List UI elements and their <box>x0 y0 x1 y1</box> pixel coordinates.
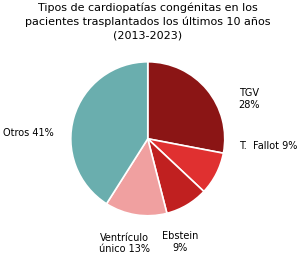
Text: T.  Fallot 9%: T. Fallot 9% <box>238 141 297 151</box>
Wedge shape <box>148 62 225 153</box>
Wedge shape <box>148 139 204 213</box>
Text: Ventrículo
único 13%: Ventrículo único 13% <box>99 233 150 254</box>
Text: Otros 41%: Otros 41% <box>3 128 54 137</box>
Wedge shape <box>71 62 148 204</box>
Text: Ebstein
9%: Ebstein 9% <box>162 231 198 253</box>
Text: TGV
28%: TGV 28% <box>238 88 260 109</box>
Wedge shape <box>148 139 224 191</box>
Title: Tipos de cardiopatías congénitas en los
pacientes trasplantados los últimos 10 a: Tipos de cardiopatías congénitas en los … <box>25 3 271 40</box>
Wedge shape <box>106 139 167 216</box>
